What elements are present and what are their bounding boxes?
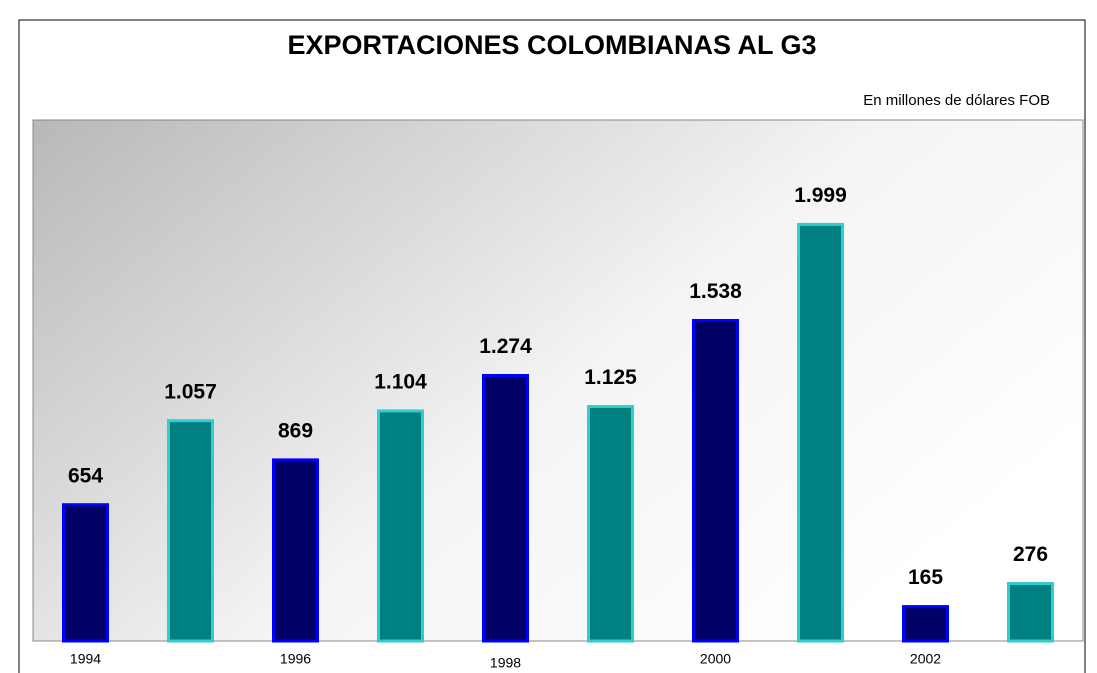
bar <box>167 419 214 643</box>
bar <box>1007 581 1054 643</box>
value-label: 165 <box>908 566 943 589</box>
x-tick-label: 1994 <box>70 651 101 667</box>
value-label: 1.104 <box>374 370 427 393</box>
bar <box>377 409 424 643</box>
value-label: 1.274 <box>479 335 532 358</box>
value-label: 1.057 <box>164 380 217 403</box>
value-label: 1.538 <box>689 280 742 303</box>
bar <box>587 405 634 643</box>
bar <box>482 373 529 643</box>
value-label: 1.999 <box>794 184 847 207</box>
x-tick-label: 1996 <box>280 651 311 667</box>
value-label: 276 <box>1013 543 1048 566</box>
bar <box>272 458 319 643</box>
x-tick-label: 2002 <box>910 651 941 667</box>
bar <box>797 222 844 643</box>
bar <box>62 503 109 643</box>
bar <box>902 605 949 643</box>
bar <box>692 318 739 643</box>
value-label: 654 <box>68 464 103 487</box>
x-tick-label: 1998 <box>490 655 521 671</box>
value-label: 1.125 <box>584 366 637 389</box>
value-label: 869 <box>278 419 313 442</box>
chart-title: EXPORTACIONES COLOMBIANAS AL G3 <box>287 30 816 60</box>
chart-subtitle: En millones de dólares FOB <box>863 92 1050 109</box>
x-tick-label: 2000 <box>700 651 731 667</box>
frame <box>18 19 1086 673</box>
